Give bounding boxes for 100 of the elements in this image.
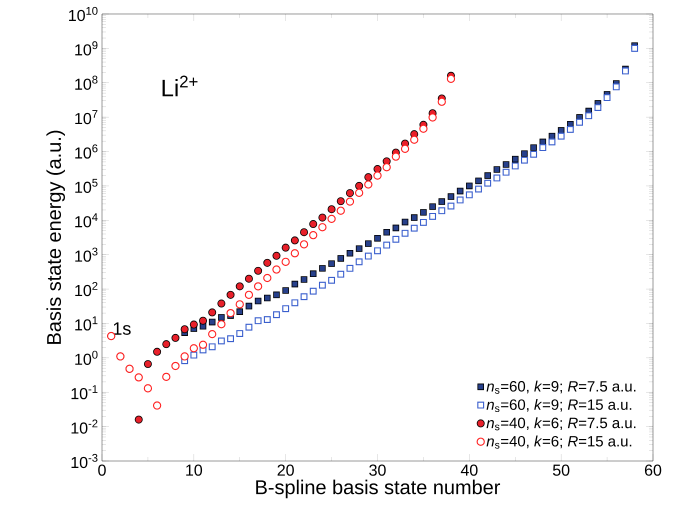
point: [254, 266, 262, 275]
point: [282, 258, 290, 266]
point: [198, 340, 208, 349]
point: [336, 197, 345, 206]
point: [539, 144, 546, 152]
y-tick-label: 10$^{7}$: [75, 110, 98, 124]
point: [420, 218, 427, 226]
y-tick-label: 10$^{1}$: [75, 316, 98, 330]
point: [254, 282, 262, 290]
point: [594, 104, 602, 112]
point: [438, 198, 446, 205]
point: [318, 282, 326, 289]
point: [190, 320, 198, 329]
point: [475, 178, 482, 184]
point: [512, 162, 519, 170]
point: [631, 44, 638, 52]
point: [364, 252, 372, 260]
point: [227, 335, 234, 342]
point: [244, 274, 253, 283]
point: [356, 258, 363, 266]
point: [199, 316, 208, 325]
point: [254, 298, 262, 304]
legend-label: n$_{s}$=40, k=6; R=15 a.u.: [486, 436, 632, 449]
x-tick-label: 10: [186, 464, 202, 476]
point: [134, 416, 143, 424]
point: [374, 235, 381, 242]
point: [493, 174, 500, 182]
point: [576, 118, 583, 126]
point: [400, 144, 410, 153]
point: [226, 308, 235, 318]
point: [264, 316, 271, 323]
point: [364, 173, 372, 182]
point: [190, 344, 198, 352]
point: [226, 290, 235, 299]
point: [292, 280, 298, 288]
point: [254, 317, 262, 324]
point: [328, 276, 336, 284]
point: [218, 338, 225, 344]
point: [309, 220, 318, 228]
point: [328, 260, 335, 267]
point: [456, 196, 464, 204]
point: [521, 150, 528, 157]
x-tick-label: 40: [460, 464, 478, 476]
y-tick-label: 10$^{2}$: [75, 282, 98, 296]
point: [300, 276, 308, 283]
point: [428, 113, 437, 122]
point: [162, 372, 170, 381]
point: [264, 294, 271, 302]
point: [171, 334, 180, 342]
y-tick-label: 10$^{5}$: [75, 178, 98, 193]
point: [374, 247, 381, 254]
point: [337, 255, 344, 262]
point: [548, 138, 556, 146]
point: [448, 202, 454, 210]
y-tick-label: 10$^{3}$: [75, 248, 98, 262]
y-axis-title: Basis state energy (a.u.): [46, 130, 65, 344]
point: [180, 352, 189, 361]
point: [429, 203, 436, 210]
point: [512, 156, 519, 162]
point: [162, 340, 170, 348]
point: [236, 300, 244, 308]
point: [502, 161, 510, 168]
point: [392, 152, 400, 161]
point: [383, 242, 390, 249]
point: [466, 182, 473, 190]
point: [336, 206, 345, 215]
x-tick-label: 30: [369, 464, 386, 476]
y-tick-label: 10$^{10}$: [69, 6, 98, 22]
point: [208, 343, 216, 350]
point: [300, 293, 308, 300]
point: [246, 302, 252, 310]
point: [346, 250, 354, 257]
point: [291, 299, 298, 306]
point: [456, 188, 464, 194]
point: [236, 308, 244, 315]
point: [494, 166, 500, 173]
point: [484, 172, 491, 179]
point: [273, 292, 280, 298]
point: [373, 171, 382, 180]
point: [244, 290, 254, 299]
point: [217, 320, 226, 328]
point: [290, 249, 299, 258]
annotation: Li$^{2+}$: [162, 76, 198, 96]
point: [318, 214, 326, 222]
y-tick-label: 10$^{-1}$: [72, 385, 98, 400]
x-tick-label: 0: [98, 464, 106, 476]
point: [346, 197, 354, 206]
point: [502, 168, 510, 176]
y-tick-label: 10$^{-3}$: [72, 454, 98, 468]
point: [282, 244, 290, 252]
point: [152, 401, 162, 410]
point: [438, 207, 446, 214]
point: [328, 205, 336, 214]
point: [446, 74, 456, 83]
point: [466, 191, 473, 198]
y-tick-label: 10$^{8}$: [75, 76, 98, 90]
point: [245, 324, 252, 331]
point: [392, 224, 400, 232]
point: [438, 98, 446, 106]
point: [180, 325, 189, 334]
